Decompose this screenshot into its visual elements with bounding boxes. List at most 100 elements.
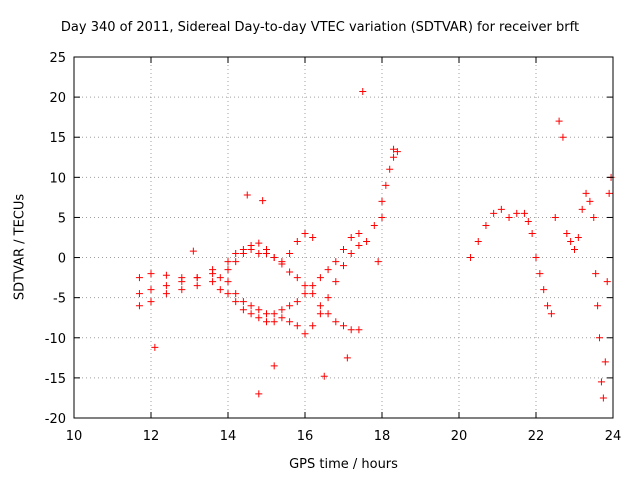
data-point — [590, 213, 598, 221]
data-point — [320, 372, 328, 380]
x-tick-label: 14 — [220, 429, 237, 444]
data-point — [596, 334, 604, 342]
data-point — [355, 242, 363, 250]
data-point — [524, 217, 532, 225]
data-point — [224, 258, 232, 266]
data-point — [255, 250, 263, 258]
data-point — [178, 286, 186, 294]
data-point — [547, 310, 555, 318]
data-point — [340, 322, 347, 330]
data-point — [309, 290, 317, 298]
data-point — [301, 229, 309, 237]
data-point — [390, 153, 398, 161]
data-point — [343, 354, 351, 362]
data-point — [597, 378, 605, 386]
data-point — [332, 278, 340, 286]
data-point — [324, 266, 332, 274]
data-point — [255, 306, 263, 314]
y-tick-label: 10 — [49, 171, 66, 186]
data-point — [286, 302, 294, 310]
data-point — [309, 322, 317, 330]
data-point — [263, 318, 270, 326]
data-point — [189, 247, 197, 255]
data-point — [278, 258, 286, 266]
y-tick-label: -20 — [45, 412, 66, 427]
data-point — [332, 258, 340, 266]
data-point — [239, 298, 247, 306]
data-point — [263, 310, 270, 318]
data-point — [532, 254, 540, 262]
axis-ticks: 10 12 14 16 18 20 22 24 -20 -15 -10 -5 0 5 10 15 20 25 — [45, 51, 622, 444]
data-point — [301, 290, 309, 298]
data-point — [340, 246, 347, 254]
data-point — [209, 278, 217, 286]
data-point — [363, 238, 371, 246]
data-point — [601, 358, 609, 366]
data-point — [567, 238, 575, 246]
data-point — [193, 274, 201, 282]
data-point — [147, 298, 155, 306]
x-tick-label: 24 — [605, 429, 622, 444]
data-point — [605, 189, 613, 197]
data-point — [309, 282, 317, 290]
data-point — [162, 290, 170, 298]
data-point — [374, 258, 382, 266]
data-point — [162, 282, 170, 290]
data-point — [393, 148, 401, 156]
data-point — [559, 133, 567, 141]
data-point — [482, 221, 490, 229]
y-tick-label: -10 — [45, 332, 66, 347]
data-point — [555, 117, 563, 125]
data-point — [497, 205, 505, 213]
data-point — [544, 302, 552, 310]
data-point — [505, 213, 513, 221]
data-point — [528, 229, 536, 237]
data-point — [301, 330, 309, 338]
data-point — [578, 205, 586, 213]
data-point — [378, 197, 386, 205]
data-point — [355, 326, 363, 334]
data-point — [386, 165, 394, 173]
data-point — [332, 318, 340, 326]
data-point — [162, 271, 170, 279]
data-point — [147, 270, 155, 278]
data-point — [232, 258, 240, 266]
data-point — [209, 266, 217, 274]
data-point — [513, 209, 521, 217]
x-axis-label: GPS time / hours — [289, 457, 398, 472]
data-point — [278, 314, 286, 322]
data-point — [135, 274, 143, 282]
data-point — [239, 306, 247, 314]
data-point — [324, 294, 332, 302]
data-point — [243, 191, 251, 199]
data-point — [594, 302, 602, 310]
data-point — [239, 246, 247, 254]
data-point — [359, 87, 367, 95]
data-point — [324, 310, 332, 318]
data-point — [582, 189, 590, 197]
data-point — [293, 322, 301, 330]
y-tick-label: 15 — [49, 131, 66, 146]
data-point — [378, 213, 386, 221]
chart-title: Day 340 of 2011, Sidereal Day-to-day VTE… — [60, 20, 580, 35]
data-point — [340, 262, 347, 270]
data-point — [247, 310, 255, 318]
data-point — [216, 286, 224, 294]
data-point — [316, 310, 324, 318]
data-point — [224, 266, 232, 274]
data-point — [270, 254, 278, 262]
data-point — [293, 238, 301, 246]
data-point — [382, 181, 390, 189]
data-point — [286, 250, 294, 258]
data-point — [278, 306, 286, 314]
data-point — [599, 394, 607, 402]
plot-frame — [73, 56, 614, 419]
data-point — [467, 254, 475, 262]
data-point — [247, 246, 255, 254]
data-point — [293, 298, 301, 306]
x-tick-label: 20 — [451, 429, 468, 444]
x-tick-label: 12 — [143, 429, 160, 444]
y-tick-label: 20 — [49, 91, 66, 106]
x-tick-label: 22 — [528, 429, 545, 444]
